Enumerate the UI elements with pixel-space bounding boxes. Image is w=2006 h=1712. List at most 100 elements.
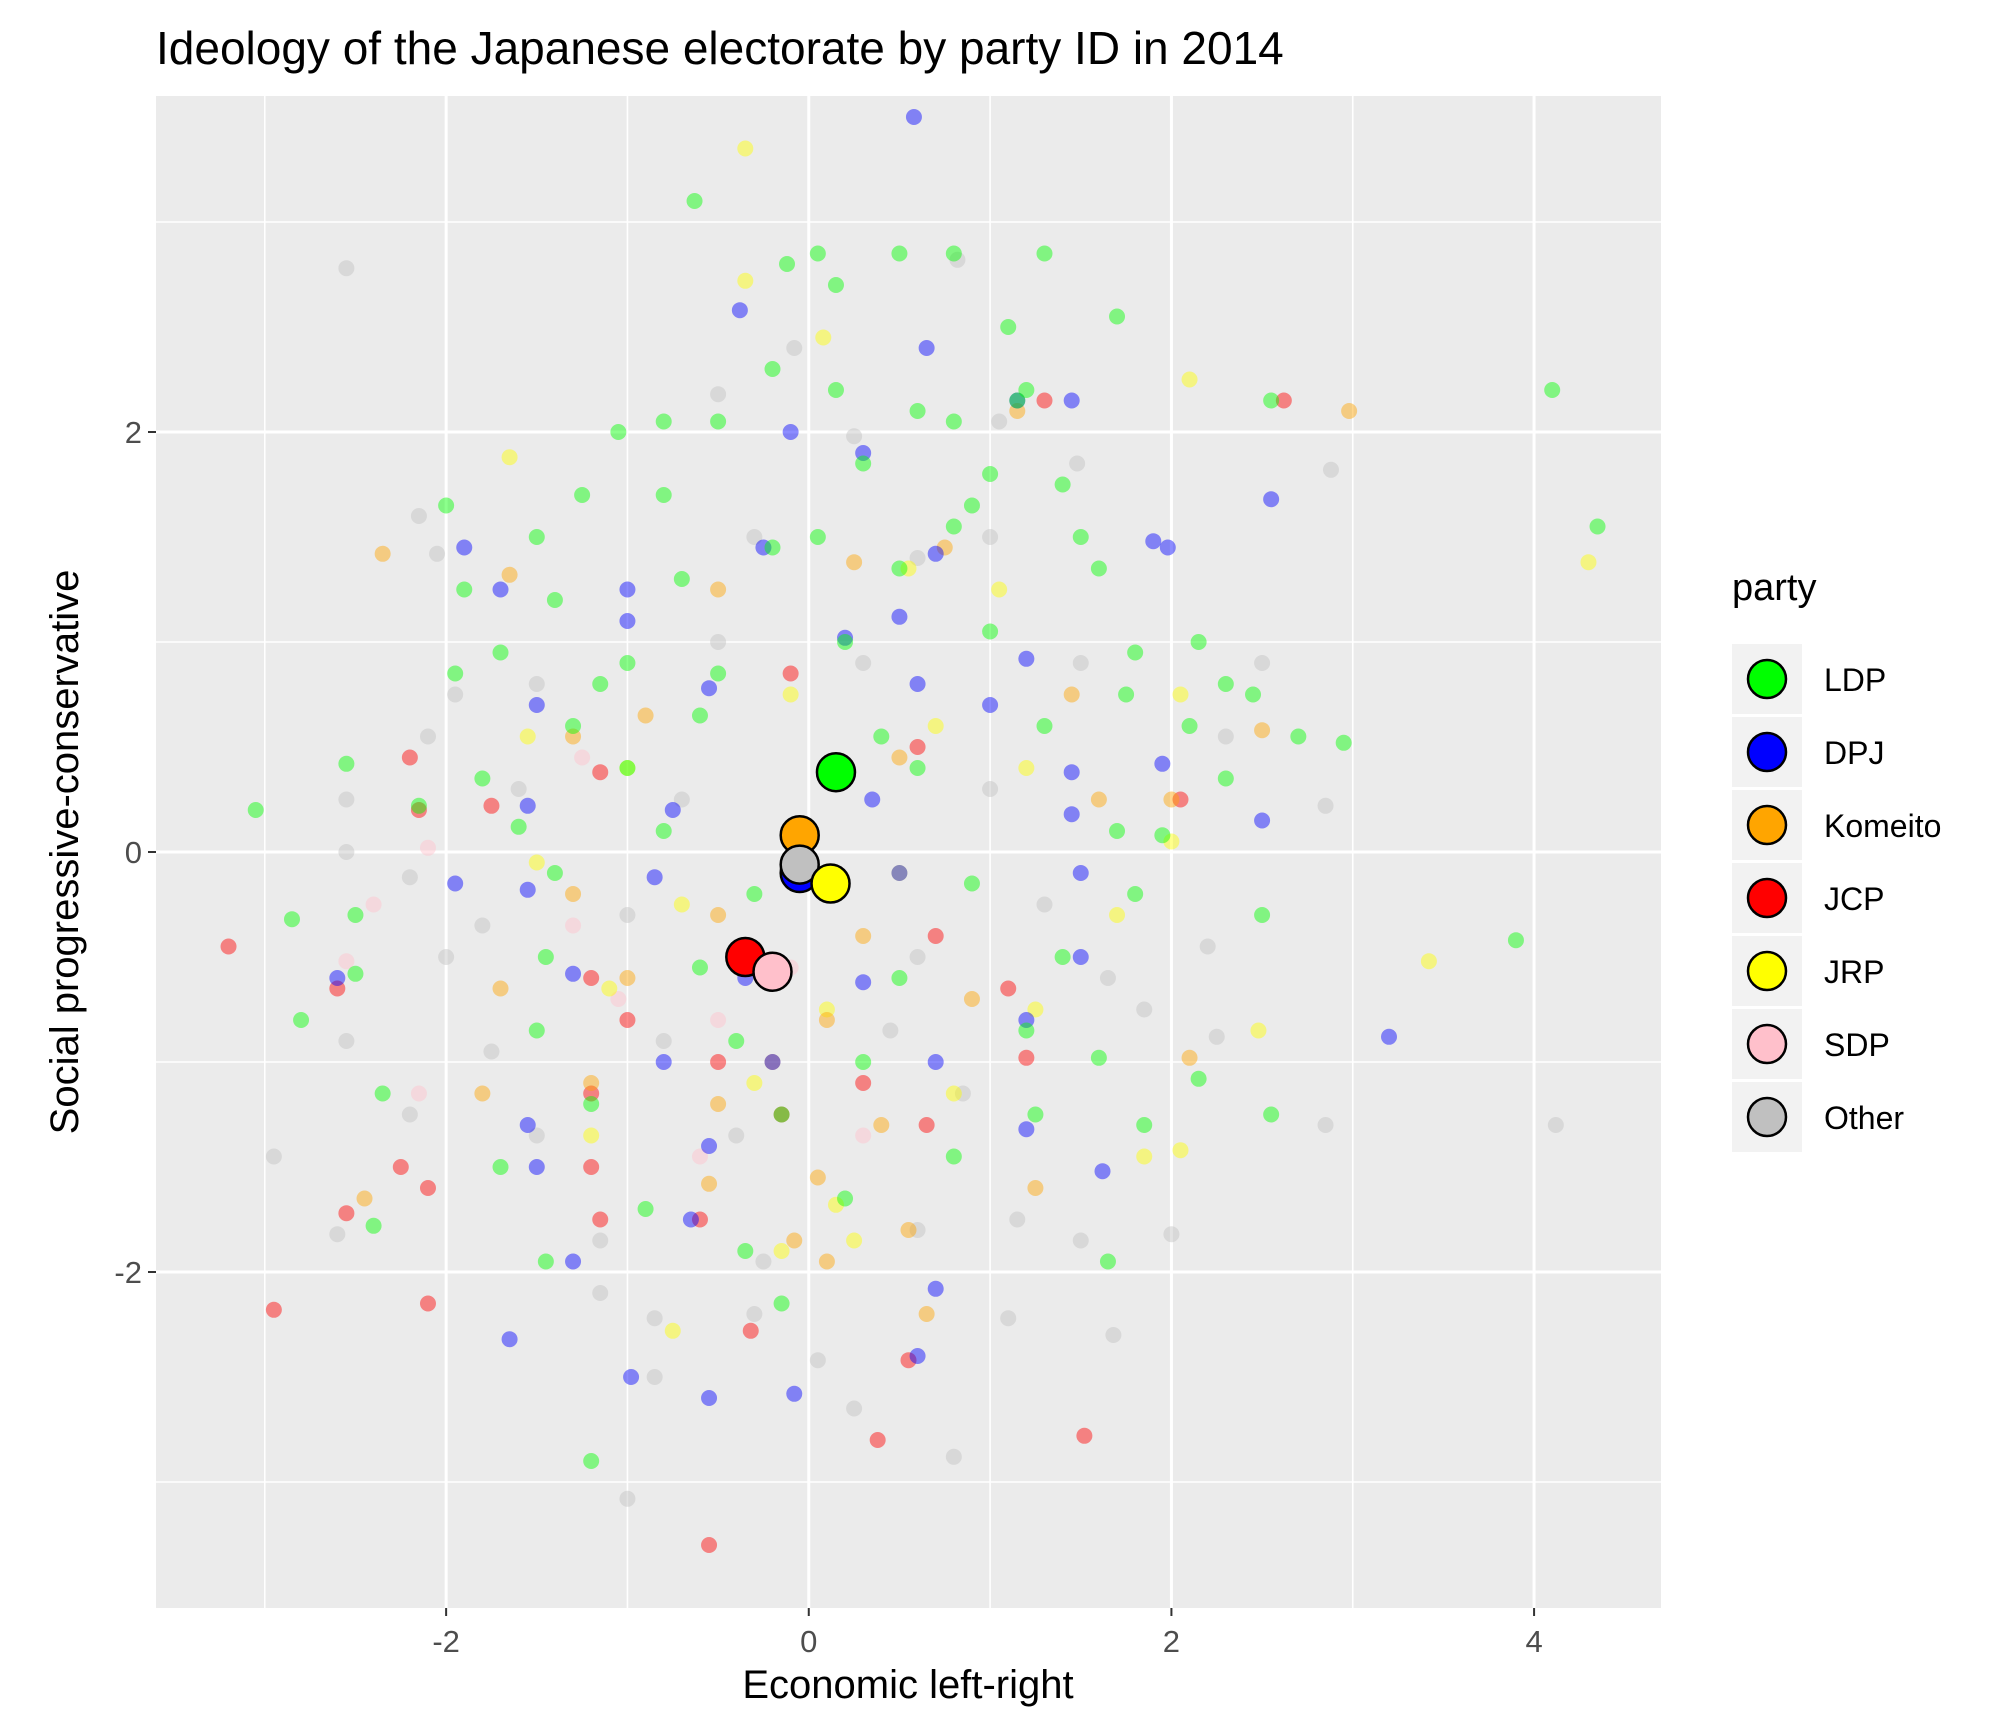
data-point xyxy=(492,644,509,661)
data-point xyxy=(519,728,536,745)
data-point xyxy=(546,865,563,881)
data-point xyxy=(710,413,727,430)
data-point xyxy=(1036,718,1053,734)
data-point xyxy=(501,1331,518,1348)
data-point xyxy=(991,413,1008,430)
data-point xyxy=(1000,319,1017,335)
data-point xyxy=(401,869,418,886)
data-point xyxy=(1181,718,1198,734)
data-point xyxy=(818,1001,835,1018)
data-point xyxy=(528,1022,545,1039)
data-point xyxy=(691,959,708,976)
data-point xyxy=(945,1148,962,1165)
data-point xyxy=(374,545,391,562)
data-point xyxy=(909,550,926,566)
data-point xyxy=(1076,1427,1093,1444)
data-point xyxy=(1263,491,1280,508)
data-point xyxy=(546,592,563,608)
data-point xyxy=(991,581,1008,598)
data-point xyxy=(447,875,464,892)
data-point xyxy=(1036,392,1053,409)
data-point xyxy=(1018,760,1035,776)
data-point xyxy=(338,791,355,808)
data-point xyxy=(1109,308,1126,325)
data-point xyxy=(410,508,427,524)
data-point xyxy=(786,1385,803,1402)
y-axis-ticks: -2 0 2 xyxy=(114,415,156,1290)
data-point xyxy=(779,256,796,272)
data-point xyxy=(619,760,636,776)
data-point xyxy=(610,424,627,440)
data-point xyxy=(623,1369,640,1385)
data-point xyxy=(338,260,355,277)
data-point xyxy=(1072,949,1089,965)
data-point xyxy=(1127,644,1144,661)
data-point xyxy=(891,865,908,881)
data-point xyxy=(592,1285,609,1301)
data-point xyxy=(1317,797,1334,814)
y-tick-label: -2 xyxy=(114,1255,142,1290)
data-point xyxy=(492,980,509,997)
data-point xyxy=(1589,518,1606,535)
data-point xyxy=(338,1033,355,1049)
data-point xyxy=(419,839,436,856)
data-point xyxy=(945,413,962,430)
data-point xyxy=(909,676,926,692)
data-point xyxy=(501,566,518,583)
series-dpj-points xyxy=(329,109,1398,1406)
data-point xyxy=(701,1537,718,1553)
data-point xyxy=(764,1054,781,1070)
data-point xyxy=(528,1127,545,1144)
data-point xyxy=(492,581,509,598)
legend-swatch-sdp xyxy=(1746,1023,1788,1065)
data-point xyxy=(574,487,591,503)
data-point xyxy=(1317,1117,1334,1133)
data-point xyxy=(837,629,854,646)
data-point xyxy=(755,1253,772,1270)
data-point xyxy=(855,1054,872,1070)
legend-label-jrp: JRP xyxy=(1824,954,1884,990)
legend: party LDP DPJ Komeito JCP JRP SDP Other xyxy=(1732,567,1941,1152)
data-point xyxy=(710,1096,727,1112)
data-point xyxy=(691,707,708,724)
data-point xyxy=(737,140,754,157)
data-point xyxy=(619,655,636,671)
data-point xyxy=(815,329,832,346)
legend-label-jcp: JCP xyxy=(1824,881,1884,917)
data-point xyxy=(1072,529,1089,545)
data-point xyxy=(728,1127,745,1144)
data-point xyxy=(347,965,364,982)
data-point xyxy=(247,802,264,818)
data-point xyxy=(528,1159,545,1175)
data-point xyxy=(755,539,772,556)
data-point xyxy=(1172,686,1189,703)
data-point xyxy=(410,802,427,818)
data-point xyxy=(528,529,545,545)
data-point xyxy=(356,1190,373,1207)
data-point xyxy=(329,980,346,997)
data-point xyxy=(1181,1049,1198,1066)
data-point xyxy=(682,1211,699,1228)
data-point xyxy=(809,529,826,545)
data-point xyxy=(1263,1106,1280,1123)
data-point xyxy=(809,1352,826,1369)
data-point xyxy=(646,1310,663,1327)
data-point xyxy=(1009,403,1026,419)
data-point xyxy=(619,907,636,923)
data-point xyxy=(1190,1070,1207,1087)
data-point xyxy=(474,1085,491,1102)
data-point xyxy=(982,697,999,713)
data-point xyxy=(837,1190,854,1207)
data-point xyxy=(583,1085,600,1102)
data-point xyxy=(1018,650,1035,667)
data-point xyxy=(655,1054,672,1070)
data-point xyxy=(773,1106,790,1123)
data-point xyxy=(1245,686,1262,703)
data-point xyxy=(1190,634,1207,650)
data-point xyxy=(583,970,600,986)
chart-title: Ideology of the Japanese electorate by p… xyxy=(156,22,1284,74)
data-point xyxy=(909,739,926,755)
data-point xyxy=(710,665,727,682)
data-point xyxy=(945,1085,962,1102)
data-point xyxy=(365,896,382,913)
